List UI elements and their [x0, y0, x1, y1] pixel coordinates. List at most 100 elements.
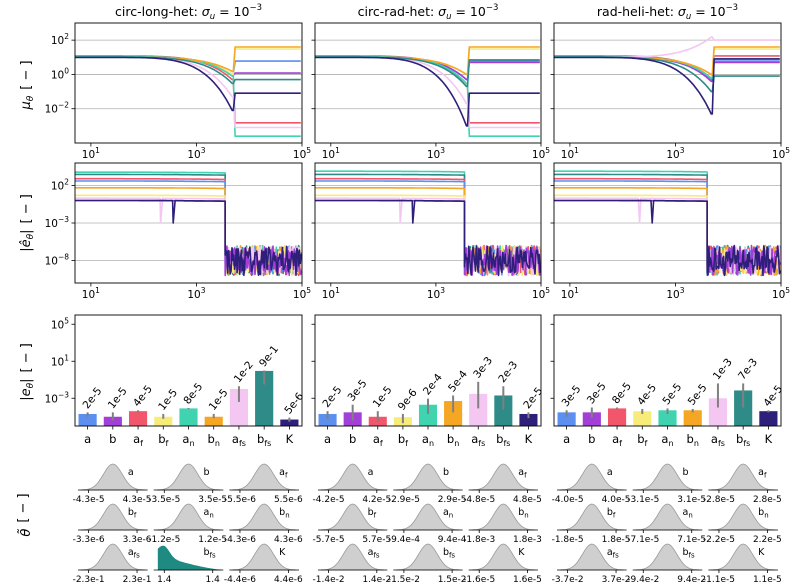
e-panel-0: 2e-5 a 1e-5 b 4e-5 af 1e-5 bf 8e-5 an 1e-5 bn 1e-2 af…: [45, 314, 306, 448]
bar-a_fs: [229, 389, 249, 426]
category-label: bfs: [736, 432, 750, 448]
density-lo-label: -1.8e-3: [463, 535, 495, 545]
bar-b_fs: [494, 395, 513, 426]
density-param-label: an: [683, 507, 693, 520]
density-hi-label: 3.3e-6: [123, 535, 152, 545]
density-lo-label: -4.0e-5: [552, 495, 584, 505]
bar-value-label: 2e-5: [320, 384, 344, 410]
density-hi-label: 4.0e-5: [602, 495, 631, 505]
bar-a_f: [607, 408, 627, 426]
density-lo-label: -4.3e-6: [224, 535, 256, 545]
density-K-0: -4.4e-6 4.4e-6 K: [224, 543, 303, 585]
density-area: [232, 463, 297, 491]
bar-b_n: [444, 401, 463, 426]
x-tick-label: 105: [293, 286, 311, 301]
y-tick-label: 10−2: [45, 101, 70, 116]
category-label: K: [525, 432, 533, 446]
svg-text:μθ[ − ]: μθ[ − ]: [19, 60, 36, 110]
bar-b: [582, 412, 601, 426]
x-tick-label: 105: [772, 146, 790, 161]
bar-value-label: 5e-4: [446, 368, 470, 394]
density-area: [80, 503, 145, 531]
density-b_f-0: -3.3e-6 3.3e-6 bf: [73, 503, 152, 545]
row-label-theta: θ̃[ − ]: [16, 493, 34, 536]
density-lo-label: -3.7e-2: [552, 575, 584, 585]
density-b_n-2: -2.2e-5 2.2e-5 bn: [703, 503, 782, 545]
bar-value-label: 1e-2: [232, 359, 256, 385]
e-frame-0: [74, 314, 303, 427]
density-hi-label: 1.1e-5: [753, 575, 782, 585]
density-lo-label: -4.3e-5: [73, 495, 105, 505]
column-title-0: circ-long-het: σu = 10−3: [115, 3, 262, 22]
density-param-label: bfs: [443, 547, 455, 560]
density-param-label: bn: [518, 507, 528, 520]
density-a-0: -4.3e-5 4.3e-5 a: [73, 463, 151, 505]
category-label: bn: [447, 432, 459, 448]
density-area: [320, 543, 385, 571]
density-lo-label: -7.1e-5: [627, 535, 659, 545]
density-param-label: K: [518, 547, 525, 558]
density-K-2: -1.1e-5 1.1e-5 K: [703, 543, 782, 585]
bar-value-label: 4e-5: [761, 383, 785, 409]
x-tick-label: 101: [322, 146, 340, 161]
bar-value-label: 8e-5: [181, 381, 205, 407]
density-hi-label: 1.6e-5: [513, 575, 542, 585]
density-b-0: -3.5e-5 3.5e-5 b: [148, 463, 227, 505]
category-label: a: [84, 432, 91, 446]
mu-series-a_n: [75, 55, 301, 137]
density-area: [559, 543, 624, 571]
density-lo-label: -2.8e-5: [703, 495, 735, 505]
density-b_f-1: -5.7e-5 5.7e-5 bf: [313, 503, 391, 545]
density-lo-label: -4.2e-5: [313, 495, 345, 505]
bar-a_n: [179, 408, 198, 426]
density-param-label: a: [368, 467, 374, 478]
bar-value-label: 3e-3: [471, 355, 495, 381]
density-param-label: an: [204, 507, 214, 520]
density-b-1: -2.9e-5 2.9e-5 b: [388, 463, 467, 505]
density-area: [232, 543, 297, 571]
bar-value-label: 7e-3: [736, 356, 760, 382]
density-lo-label: -5.5e-6: [224, 495, 256, 505]
bar-value-label: 3e-5: [560, 383, 584, 409]
x-tick-label: 105: [532, 146, 550, 161]
density-area: [80, 543, 145, 571]
density-lo-label: -5.7e-5: [313, 535, 345, 545]
density-param-label: bn: [279, 507, 289, 520]
bar-value-label: 5e-5: [660, 381, 684, 407]
category-label: bn: [208, 432, 220, 448]
density-param-label: bf: [607, 507, 616, 520]
density-a-1: -4.2e-5 4.2e-5 a: [313, 463, 391, 505]
density-hi-label: 5.5e-6: [274, 495, 303, 505]
density-hi-label: 1.4: [206, 575, 221, 585]
mu-frame-0: [74, 22, 303, 144]
density-b_fs-2: -9.4e-2 9.4e-2 bfs: [627, 543, 706, 585]
density-area: [711, 503, 776, 531]
density-area: [471, 463, 536, 491]
density-b_n-1: -1.8e-3 1.8e-3 bn: [463, 503, 542, 545]
density-hi-label: 3.1e-5: [677, 495, 706, 505]
y-tick-label: 10−3: [45, 215, 70, 230]
density-param-label: K: [758, 547, 765, 558]
density-lo-label: -4.8e-5: [463, 495, 495, 505]
density-area: [471, 543, 536, 571]
density-hi-label: 1.5e-2: [438, 575, 467, 585]
density-a_f-0: -5.5e-6 5.5e-6 af: [224, 463, 303, 505]
density-hi-label: 2.9e-5: [438, 495, 467, 505]
category-label: K: [286, 432, 294, 446]
x-tick-label: 103: [666, 146, 684, 161]
mu-series-a_f: [315, 55, 540, 124]
density-param-label: an: [443, 507, 453, 520]
density-a_fs-0: -2.3e-1 2.3e-1 afs: [73, 543, 151, 585]
bar-value-label: 2e-5: [521, 385, 545, 411]
density-area: [232, 503, 297, 531]
svg-text:θ̃[ − ]: θ̃[ − ]: [16, 493, 34, 536]
x-tick-label: 105: [293, 146, 311, 161]
density-lo-label: -2.9e-5: [388, 495, 420, 505]
category-label: b: [109, 432, 116, 446]
category-label: af: [133, 432, 143, 448]
density-lo-label: -4.4e-6: [224, 575, 256, 585]
x-tick-label: 105: [532, 286, 550, 301]
density-hi-label: 4.3e-6: [274, 535, 303, 545]
density-area: [396, 463, 460, 491]
